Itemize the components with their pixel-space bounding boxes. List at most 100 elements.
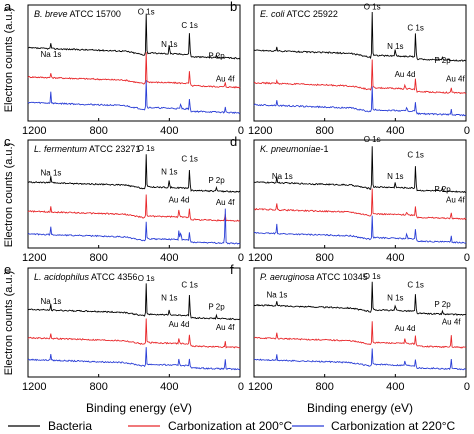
panel-c: c L. fermentum ATCC 23271 1200 800 400 0 Na 1s…	[4, 134, 244, 264]
peak-label-o-1s: O 1s	[138, 274, 155, 283]
panel-e: e L. acidophilus ATCC 4356 1200 800 400 0 Na 1…	[4, 262, 244, 393]
plot-frame	[27, 267, 241, 378]
series-carbonization-at-220-c	[253, 215, 467, 244]
series-bacteria	[253, 281, 466, 316]
peak-label-au-4f: Au 4f	[216, 323, 235, 332]
x-tick-label: 1200	[22, 125, 46, 137]
x-tick-label: 0	[464, 252, 470, 264]
series-bacteria	[27, 283, 241, 321]
peak-label-p-2p: P 2p	[434, 185, 451, 194]
panel-title: L. acidophilus ATCC 4356	[34, 272, 137, 282]
x-tick-label: 400	[386, 381, 404, 393]
peak-label-n-1s: N 1s	[161, 40, 177, 49]
series-carbonization-at-200-c	[254, 321, 467, 349]
x-tick-label: 1200	[22, 381, 46, 393]
series-bacteria	[253, 11, 467, 62]
peak-label-au-4f: Au 4f	[442, 318, 461, 327]
x-tick-label: 400	[160, 252, 178, 264]
panel-title: L. fermentum ATCC 23271	[34, 144, 140, 154]
peak-label-c-1s: C 1s	[407, 24, 423, 33]
panel-title-species: L. acidophilus	[34, 272, 90, 282]
peak-label-na-1s: Na 1s	[41, 50, 62, 59]
panel-a: a B. breve ATCC 15700 1200 800 400 0 Na 1s O 1s…	[4, 0, 244, 137]
plot-frame	[27, 4, 241, 122]
x-tick-label: 0	[238, 252, 244, 264]
legend: Bacteria Carbonization at 200°C Carboniz…	[8, 419, 456, 433]
series-bacteria	[27, 13, 241, 60]
peak-label-o-1s: O 1s	[364, 272, 381, 281]
x-tick-label: 800	[89, 125, 107, 137]
series-carbonization-at-200-c	[27, 194, 241, 222]
panel-title: P. aeruginosa ATCC 10345	[260, 272, 368, 282]
legend-label-carbonization-220: Carbonization at 220°C	[331, 419, 456, 433]
legend-label-bacteria: Bacteria	[48, 419, 92, 433]
x-tick-label: 0	[238, 381, 244, 393]
x-tick-label: 400	[160, 381, 178, 393]
peak-label-au-4d: Au 4d	[169, 320, 190, 329]
panel-title-strain: ATCC 4356	[89, 272, 137, 282]
x-tick-label: 1200	[248, 125, 272, 137]
series-bacteria	[253, 146, 467, 194]
panel-title-strain: ATCC 25922	[285, 9, 338, 19]
peak-label-na-1s: Na 1s	[41, 297, 62, 306]
x-tick-label: 800	[89, 252, 107, 264]
x-tick-label: 0	[238, 125, 244, 137]
x-tick-label: 800	[315, 381, 333, 393]
panel-title: B. breve ATCC 15700	[34, 9, 121, 19]
peak-label-c-1s: C 1s	[407, 150, 423, 159]
x-tick-label: 800	[89, 381, 107, 393]
peak-label-p-2p: P 2p	[434, 300, 451, 309]
series-carbonization-at-200-c	[253, 59, 467, 95]
peak-label-au-4d: Au 4d	[395, 324, 416, 333]
peak-label-o-1s: O 1s	[138, 144, 155, 153]
panel-title-species: K. pneumoniae	[260, 144, 321, 154]
peak-label-n-1s: N 1s	[387, 42, 403, 51]
peak-label-o-1s: O 1s	[364, 3, 381, 12]
series-carbonization-at-200-c	[253, 188, 467, 221]
peak-label-au-4d: Au 4d	[395, 70, 416, 79]
peak-label-n-1s: N 1s	[161, 294, 177, 303]
series-carbonization-at-220-c	[253, 86, 467, 117]
panel-title-species: L. fermentum	[34, 144, 88, 154]
series-carbonization-at-200-c	[27, 318, 241, 349]
series-bacteria	[27, 154, 241, 193]
panel-title: K. pneumoniae-1	[260, 144, 329, 154]
panel-title-species: E. coli	[260, 9, 286, 19]
peak-label-p-2p: P 2p	[208, 302, 225, 311]
x-tick-label: 400	[386, 252, 404, 264]
panel-letter: e	[4, 262, 11, 277]
panel-title-strain: ATCC 23271	[87, 144, 140, 154]
panel-f: f P. aeruginosa ATCC 10345 1200 800 400 0 Na 1…	[230, 262, 470, 393]
x-tick-label: 1200	[248, 381, 272, 393]
peak-label-au-4f: Au 4f	[216, 75, 235, 84]
legend-label-carbonization-200: Carbonization at 200°C	[168, 419, 293, 433]
series-carbonization-at-220-c	[27, 347, 241, 371]
peak-label-c-1s: C 1s	[181, 155, 197, 164]
peak-label-au-4f: Au 4f	[446, 75, 465, 84]
y-axis-label-bottom: Electron counts (a.u.)	[3, 271, 15, 376]
peak-label-o-1s: O 1s	[364, 135, 381, 144]
plot-frame	[253, 4, 467, 122]
series-carbonization-at-220-c	[27, 80, 241, 115]
panel-title-species: B. breve	[34, 9, 68, 19]
peak-label-n-1s: N 1s	[161, 168, 177, 177]
peak-label-n-1s: N 1s	[387, 294, 403, 303]
panel-letter: a	[4, 0, 12, 14]
panel-title-strain: ATCC 10345	[314, 272, 367, 282]
y-axis-label-top: Electron counts (a.u.)	[3, 8, 15, 113]
panel-letter: f	[230, 262, 234, 277]
x-tick-label: 800	[315, 252, 333, 264]
panel-letter: c	[4, 134, 11, 149]
x-axis-label-left: Binding energy (eV)	[86, 401, 192, 415]
x-tick-label: 800	[315, 125, 333, 137]
peak-label-p-2p: P 2p	[208, 176, 225, 185]
peak-label-o-1s: O 1s	[138, 7, 155, 16]
panels-layer: a B. breve ATCC 15700 1200 800 400 0 Na 1s O 1s…	[4, 0, 470, 393]
panel-letter: b	[230, 0, 237, 14]
peak-label-au-4f: Au 4f	[446, 196, 465, 205]
peak-label-p-2p: P 2p	[434, 56, 451, 65]
peak-label-na-1s: Na 1s	[272, 172, 293, 181]
x-tick-label: 0	[464, 125, 470, 137]
peak-label-c-1s: C 1s	[181, 281, 197, 290]
